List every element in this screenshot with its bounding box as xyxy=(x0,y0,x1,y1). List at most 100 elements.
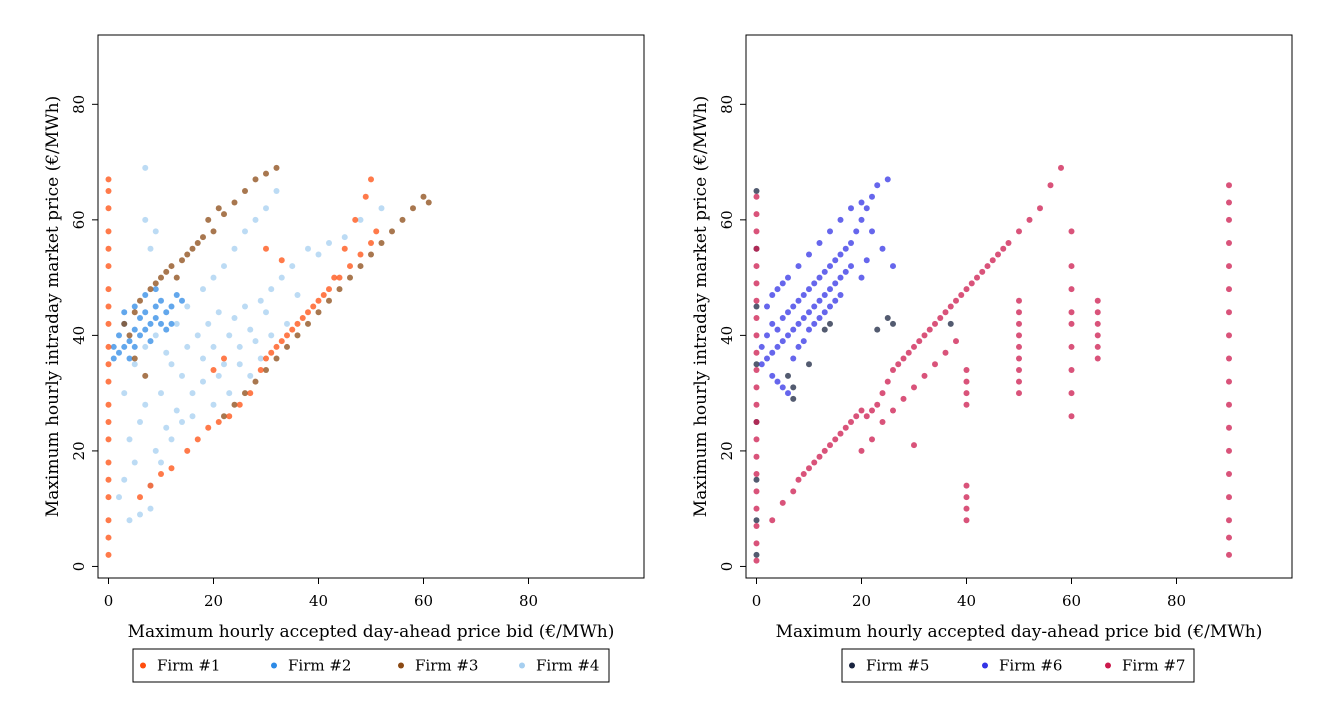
data-point xyxy=(1068,286,1075,293)
data-point xyxy=(753,523,760,530)
data-point xyxy=(1047,182,1054,189)
data-point xyxy=(1016,378,1022,385)
data-point xyxy=(753,453,760,460)
x-axis-title: Maximum hourly accepted day-ahead price … xyxy=(776,622,1263,642)
data-point xyxy=(226,390,233,397)
data-point xyxy=(968,280,975,287)
data-point xyxy=(105,419,112,426)
data-point xyxy=(242,390,248,397)
data-point xyxy=(921,332,928,339)
y-tick-label: 40 xyxy=(718,326,736,345)
data-point xyxy=(305,320,311,327)
data-point xyxy=(147,245,154,252)
data-point xyxy=(890,407,896,414)
data-point xyxy=(105,361,112,368)
data-point xyxy=(236,401,243,408)
data-point xyxy=(785,390,791,397)
data-point xyxy=(758,361,765,368)
data-point xyxy=(242,303,248,310)
x-tick-label: 60 xyxy=(414,592,433,610)
data-point xyxy=(1016,390,1022,397)
data-point xyxy=(194,436,201,443)
data-point xyxy=(963,482,970,489)
series-firm-2 xyxy=(110,286,185,362)
y-tick-label: 20 xyxy=(70,441,88,460)
series-firm-4 xyxy=(116,164,385,524)
data-point xyxy=(800,315,807,322)
data-point xyxy=(921,372,928,379)
data-point xyxy=(753,476,760,483)
y-axis-title: Maximum hourly intraday market price (€/… xyxy=(691,96,711,517)
data-point xyxy=(236,343,243,350)
data-point xyxy=(378,205,385,212)
data-point xyxy=(105,228,112,235)
data-point xyxy=(315,297,322,304)
data-point xyxy=(832,280,839,287)
data-point xyxy=(1068,320,1075,327)
data-point xyxy=(1094,297,1101,304)
data-point xyxy=(779,315,786,322)
y-tick-label: 80 xyxy=(718,95,736,114)
data-point xyxy=(827,442,833,449)
data-point xyxy=(231,315,238,322)
data-point xyxy=(821,268,828,275)
data-point xyxy=(215,309,222,316)
data-point xyxy=(806,326,812,333)
data-point xyxy=(163,424,170,431)
data-point xyxy=(168,263,175,270)
data-point xyxy=(827,228,833,235)
data-point xyxy=(753,401,760,408)
data-point xyxy=(1226,263,1232,270)
data-point xyxy=(294,291,301,298)
data-point xyxy=(753,187,760,194)
data-point xyxy=(263,355,269,362)
x-tick-label: 80 xyxy=(519,592,538,610)
data-point xyxy=(200,378,206,385)
data-point xyxy=(152,332,159,339)
data-point xyxy=(173,320,180,327)
data-point xyxy=(105,176,112,183)
data-point xyxy=(273,355,280,362)
data-point xyxy=(863,257,870,264)
data-point xyxy=(884,315,891,322)
data-point xyxy=(189,245,196,252)
data-point xyxy=(1226,182,1232,189)
data-point xyxy=(827,320,833,327)
data-point xyxy=(827,303,833,310)
data-point xyxy=(764,355,770,362)
data-point xyxy=(1026,216,1033,223)
data-point xyxy=(774,343,781,350)
data-point xyxy=(110,343,117,350)
data-point xyxy=(305,309,311,316)
data-point xyxy=(774,378,781,385)
data-point xyxy=(753,551,760,558)
data-point xyxy=(753,505,760,512)
data-point xyxy=(126,355,133,362)
legend-marker xyxy=(519,662,525,669)
data-point xyxy=(795,476,802,483)
data-point xyxy=(179,297,185,304)
data-point xyxy=(753,436,760,443)
data-point xyxy=(874,182,881,189)
data-point xyxy=(105,187,112,194)
data-point xyxy=(863,413,870,420)
data-point xyxy=(858,407,865,414)
data-point xyxy=(811,320,818,327)
data-point xyxy=(1226,239,1232,246)
data-point xyxy=(1226,401,1232,408)
data-point xyxy=(1094,355,1101,362)
data-point xyxy=(785,372,791,379)
data-point xyxy=(147,338,154,345)
data-point xyxy=(320,291,327,298)
data-point xyxy=(420,193,427,200)
data-point xyxy=(137,419,143,426)
data-point xyxy=(837,274,844,281)
data-point xyxy=(963,401,970,408)
data-point xyxy=(958,291,965,298)
data-point xyxy=(900,395,907,402)
data-point xyxy=(131,303,138,310)
data-point xyxy=(184,251,191,258)
data-point xyxy=(105,494,112,501)
data-point xyxy=(158,471,164,478)
